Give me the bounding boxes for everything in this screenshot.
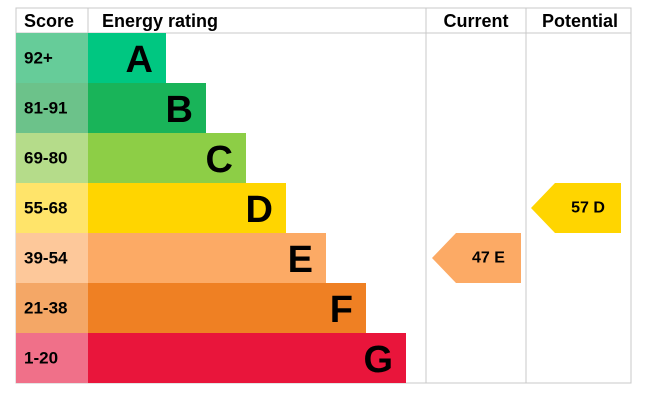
rating-bar — [88, 233, 326, 283]
score-label: 55-68 — [24, 199, 67, 218]
score-label: 39-54 — [24, 249, 68, 268]
rating-bar — [88, 333, 406, 383]
current-label: 47 E — [472, 250, 505, 267]
rating-bar — [88, 283, 366, 333]
score-label: 69-80 — [24, 149, 67, 168]
score-cell — [16, 183, 88, 233]
rating-bar — [88, 83, 206, 133]
rating-letter: A — [126, 39, 153, 81]
rating-letter: G — [363, 339, 393, 381]
rating-letter: D — [246, 189, 273, 231]
rating-bar — [88, 133, 246, 183]
score-label: 1-20 — [24, 349, 58, 368]
rating-letter: C — [206, 139, 233, 181]
header-score: Score — [24, 11, 74, 31]
current-arrow — [432, 233, 521, 283]
rating-letter: E — [288, 239, 313, 281]
score-cell — [16, 333, 88, 383]
potential-arrow — [531, 183, 621, 233]
header-energy-rating: Energy rating — [102, 11, 218, 31]
score-cell — [16, 233, 88, 283]
potential-label: 57 D — [571, 200, 605, 217]
rating-letter: F — [330, 289, 353, 331]
score-label: 81-91 — [24, 99, 67, 118]
score-label: 21-38 — [24, 299, 67, 318]
score-cell — [16, 83, 88, 133]
score-cell — [16, 133, 88, 183]
score-cell — [16, 283, 88, 333]
rating-bar — [88, 33, 166, 83]
score-cell — [16, 33, 88, 83]
header-potential: Potential — [542, 11, 618, 31]
header-current: Current — [443, 11, 508, 31]
rating-bar — [88, 183, 286, 233]
score-label: 92+ — [24, 49, 53, 68]
rating-letter: B — [166, 89, 193, 131]
